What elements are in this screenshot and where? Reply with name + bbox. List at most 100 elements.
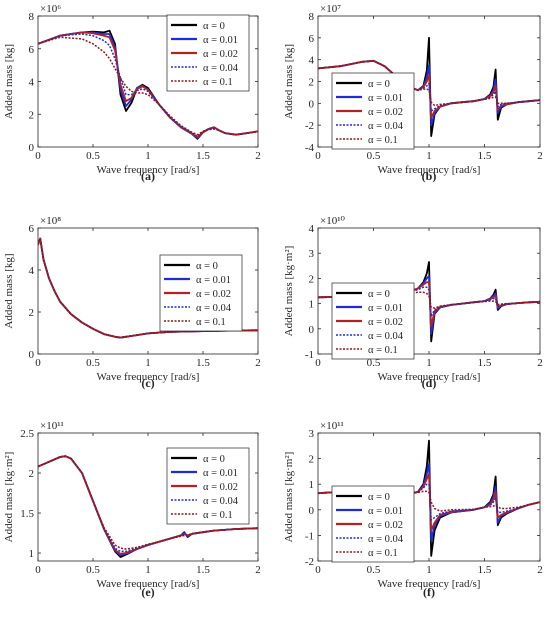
y-tick-label: 6	[29, 223, 35, 235]
series-line-5	[318, 291, 540, 309]
y-tick-label: 4	[309, 55, 315, 67]
x-tick-label: 2	[255, 150, 261, 162]
legend: α = 0 α = 0.01 α = 0.02 α = 0.04 α = 0.1	[166, 14, 250, 92]
legend: α = 0 α = 0.01 α = 0.02 α = 0.04 α = 0.1	[331, 72, 415, 150]
x-tick-label: 1	[426, 357, 432, 369]
chart-panel-3: 0 0.5 1 1.5 2 0 2 4 6 ×10⁸ Wave frequency [rad/s] A…	[3, 215, 261, 390]
y-tick-label: 1	[309, 479, 315, 491]
y-tick-label: 0	[29, 349, 35, 361]
series-line-3	[38, 455, 258, 555]
legend-label: α = 0.02	[203, 482, 238, 493]
legend: α = 0 α = 0.01 α = 0.02 α = 0.04 α = 0.1	[331, 282, 415, 360]
panel-label: (f)	[423, 585, 435, 599]
y-tick-label: -2	[305, 120, 314, 132]
x-tick-label: 2	[255, 564, 261, 576]
legend: α = 0 α = 0.01 α = 0.02 α = 0.04 α = 0.1	[331, 485, 415, 563]
legend-label: α = 0.01	[368, 506, 403, 517]
legend-label: α = 0.1	[203, 77, 233, 88]
x-tick-label: 2	[537, 150, 543, 162]
legend: α = 0 α = 0.01 α = 0.02 α = 0.04 α = 0.1	[159, 254, 243, 332]
y-tick-label: 3	[309, 428, 315, 440]
x-axis-label: Wave frequency [rad/s]	[97, 371, 200, 383]
y-tick-label: 2	[309, 454, 315, 466]
x-tick-label: 1	[145, 150, 151, 162]
panel-label: (b)	[422, 169, 437, 183]
legend-label: α = 0.01	[203, 468, 238, 479]
y-axis-label: Added mass [kg]	[283, 44, 295, 119]
legend-label: α = 0.01	[196, 275, 231, 286]
legend-label: α = 0	[196, 261, 218, 272]
y-axis-label: Added mass [kg]	[3, 44, 15, 119]
y-tick-label: 6	[309, 33, 315, 45]
axis-multiplier: ×10¹¹	[40, 420, 64, 432]
series-line-5	[38, 237, 258, 338]
y-tick-label: 4	[29, 265, 35, 277]
x-tick-label: 0.5	[367, 357, 381, 369]
y-tick-label: 0	[309, 98, 315, 110]
x-tick-label: 1.5	[478, 564, 492, 576]
x-tick-label: 1.5	[478, 357, 492, 369]
axis-multiplier: ×10¹⁰	[320, 215, 346, 227]
legend-label: α = 0	[368, 289, 390, 300]
panel-label: (e)	[141, 585, 154, 599]
x-tick-label: 1.5	[478, 150, 492, 162]
y-tick-label: 1	[309, 299, 315, 311]
axis-multiplier: ×10¹¹	[320, 420, 344, 432]
legend-label: α = 0.04	[203, 496, 239, 507]
x-tick-label: 1	[145, 564, 151, 576]
axis-multiplier: ×10⁷	[320, 3, 341, 15]
y-tick-label: 0	[309, 324, 315, 336]
y-tick-label: 8	[309, 11, 315, 23]
y-tick-label: 4	[29, 77, 35, 89]
legend-label: α = 0	[368, 492, 390, 503]
legend-label: α = 0.01	[368, 303, 403, 314]
legend-label: α = 0.02	[203, 49, 238, 60]
y-axis-label: Added mass [kg·m²]	[3, 452, 15, 543]
y-tick-label: 2	[309, 77, 315, 89]
x-axis-label: Wave frequency [rad/s]	[97, 578, 200, 590]
legend-label: α = 0.01	[203, 35, 238, 46]
x-axis-label: Wave frequency [rad/s]	[378, 578, 481, 590]
y-tick-label: 1.5	[20, 508, 34, 520]
legend-label: α = 0.04	[203, 63, 239, 74]
y-axis-label: Added mass [kg]	[3, 253, 15, 328]
x-tick-label: 2	[537, 357, 543, 369]
y-axis-label: Added mass [kg·m²]	[283, 246, 295, 337]
axis-multiplier: ×10⁸	[40, 215, 61, 227]
y-tick-label: 2	[29, 109, 35, 121]
y-tick-label: 8	[29, 11, 35, 23]
legend: α = 0 α = 0.01 α = 0.02 α = 0.04 α = 0.1	[166, 447, 250, 525]
x-tick-label: 1.5	[196, 150, 210, 162]
x-axis-label: Wave frequency [rad/s]	[378, 164, 481, 176]
series-line-5	[318, 60, 540, 107]
y-tick-label: 2.5	[20, 428, 34, 440]
x-tick-label: 1.5	[196, 357, 210, 369]
x-tick-label: 1	[426, 150, 432, 162]
legend-label: α = 0.1	[368, 345, 398, 356]
y-tick-label: -1	[305, 349, 314, 361]
legend-label: α = 0.02	[196, 289, 231, 300]
y-tick-label: 2	[29, 468, 35, 480]
panel-label: (a)	[141, 169, 155, 183]
x-tick-label: 0	[315, 150, 321, 162]
x-tick-label: 0	[35, 357, 41, 369]
legend-label: α = 0.02	[368, 107, 403, 118]
x-tick-label: 0	[35, 564, 41, 576]
x-tick-label: 1.5	[196, 564, 210, 576]
chart-panel-2: 0 0.5 1 1.5 2 -4 -2 0 2 4 6 8 ×10⁷ Wave frequency [ra…	[283, 3, 543, 183]
x-tick-label: 0	[315, 564, 321, 576]
legend-label: α = 0.02	[368, 520, 403, 531]
y-tick-label: 6	[29, 44, 35, 56]
x-tick-label: 2	[255, 357, 261, 369]
legend-label: α = 0.1	[368, 135, 398, 146]
chart-panel-5: 0 0.5 1 1.5 2 1 1.5 2 2.5 ×10¹¹ Wave frequency [ra…	[3, 420, 261, 599]
x-tick-label: 1	[426, 564, 432, 576]
x-tick-label: 0.5	[86, 564, 100, 576]
x-tick-label: 0.5	[86, 357, 100, 369]
y-tick-label: 0	[309, 505, 315, 517]
legend-label: α = 0.01	[368, 93, 403, 104]
chart-panel-1: 0 0.5 1 1.5 2 0 2 4 6 8 ×10⁶ Wave frequency [rad/s]…	[3, 3, 261, 183]
panel-label: (c)	[141, 376, 154, 390]
